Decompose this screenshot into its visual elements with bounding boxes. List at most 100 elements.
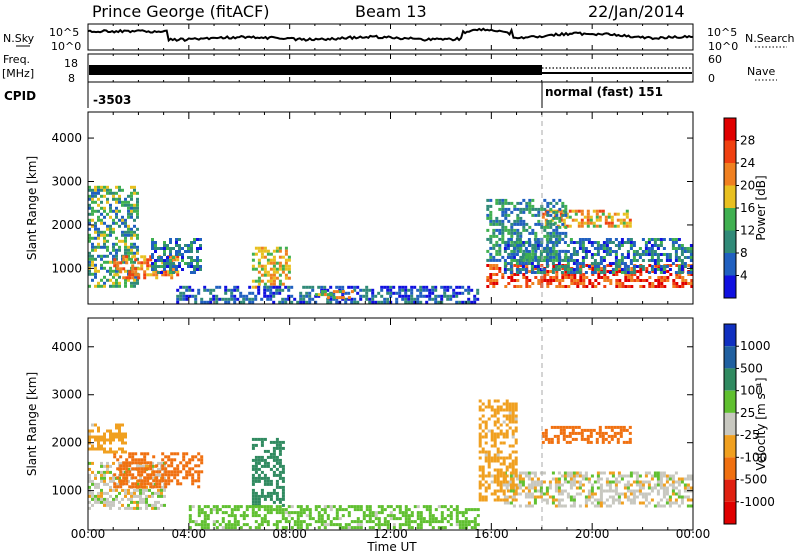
vel-echo-cell — [499, 429, 503, 433]
power-echo-cell — [522, 222, 526, 226]
power-echo-cell — [516, 216, 520, 220]
power-echo-cell — [266, 261, 270, 265]
vel-echo-cell — [496, 453, 500, 457]
vel-echo-cell — [487, 417, 491, 421]
power-echo-cell — [689, 247, 693, 250]
freq-label-1: Freq. — [3, 53, 30, 66]
vel-echo-cell — [109, 438, 112, 442]
power-echo-cell — [302, 285, 306, 289]
vel-echo-cell — [578, 504, 582, 508]
power-echo-cell — [176, 255, 180, 259]
vel-echo-cell — [242, 514, 246, 518]
power-echo-cell — [130, 227, 133, 231]
vel-echo-cell — [112, 500, 115, 504]
vel-echo-cell — [139, 488, 142, 492]
vel-echo-cell — [530, 471, 534, 475]
power-echo-cell — [539, 253, 543, 256]
power-echo-cell — [166, 265, 169, 268]
vel-echo-cell — [254, 491, 258, 495]
vel-echo-cell — [257, 523, 261, 527]
vel-echo-cell — [131, 476, 135, 480]
power-echo-cell — [178, 244, 181, 247]
vel-echo-cell — [508, 408, 512, 412]
power-echo-cell — [281, 255, 285, 259]
power-echo-cell — [157, 259, 160, 262]
vel-echo-cell — [440, 505, 444, 509]
power-echo-cell — [103, 206, 106, 210]
power-echo-cell — [650, 247, 654, 250]
power-echo-cell — [665, 259, 669, 262]
vel-echo-cell — [287, 505, 291, 509]
power-echo-cell — [507, 282, 511, 285]
vel-echo-cell — [662, 486, 666, 490]
vel-echo-cell — [527, 492, 531, 496]
power-echo-cell — [564, 225, 568, 229]
vel-echo-cell — [509, 489, 513, 493]
vel-echo-cell — [133, 506, 136, 510]
power-echo-cell — [573, 276, 577, 279]
power-echo-cell — [617, 259, 621, 262]
power-echo-cell — [574, 218, 578, 222]
power-echo-cell — [91, 242, 94, 246]
power-echo-cell — [656, 268, 660, 271]
power-echo-cell — [455, 294, 459, 298]
power-echo-cell — [555, 225, 559, 229]
vel-echo-cell — [296, 520, 300, 524]
vel-echo-cell — [329, 520, 333, 524]
power-echo-cell — [154, 262, 157, 265]
power-echo-cell — [278, 291, 282, 295]
vel-echo-cell — [170, 452, 174, 456]
power-echo-cell — [537, 210, 541, 214]
power-echo-cell — [118, 224, 121, 228]
vel-echo-cell — [94, 435, 97, 439]
vel-echo-cell — [203, 520, 207, 524]
power-echo-cell — [170, 276, 174, 280]
vel-echo-cell — [473, 520, 477, 524]
vel-echo-cell — [557, 486, 561, 490]
power-echo-cell — [172, 265, 175, 268]
power-echo-cell — [446, 294, 450, 298]
vel-echo-cell — [502, 462, 506, 466]
power-echo-cell — [103, 275, 106, 279]
vel-echo-cell — [524, 471, 528, 475]
power-echo-cell — [681, 285, 685, 288]
power-echo-cell — [647, 259, 651, 262]
vel-echo-cell — [437, 526, 441, 530]
vel-echo-cell — [392, 526, 396, 530]
power-echo-cell — [127, 227, 130, 231]
vel-echo-cell — [203, 523, 207, 527]
power-echo-cell — [431, 285, 435, 289]
power-echo-cell — [521, 262, 525, 265]
vel-echo-cell — [356, 526, 360, 530]
vel-echo-cell — [571, 428, 575, 432]
power-echo-cell — [557, 265, 561, 268]
vel-echo-cell — [269, 494, 273, 498]
power-echo-cell — [136, 203, 139, 207]
vel-echo-cell — [559, 425, 563, 429]
power-echo-cell — [152, 273, 156, 277]
vel-echo-cell — [493, 498, 497, 502]
power-echo-cell — [614, 265, 618, 268]
vel-echo-cell — [194, 470, 198, 474]
power-echo-cell — [193, 268, 196, 271]
vel-echo-cell — [496, 450, 500, 454]
vel-echo-cell — [164, 461, 168, 465]
power-echo-cell — [157, 247, 160, 250]
power-echo-cell — [425, 300, 429, 304]
power-echo-cell — [115, 278, 118, 282]
vel-echo-cell — [275, 440, 279, 444]
power-echo-cell — [513, 228, 517, 232]
vel-echo-cell — [638, 492, 642, 496]
power-echo-cell — [94, 272, 97, 276]
vel-echo-cell — [137, 485, 141, 489]
power-echo-cell — [190, 241, 193, 244]
vel-echo-cell — [323, 523, 327, 527]
vel-echo-cell — [359, 526, 363, 530]
power-echo-cell — [597, 276, 601, 279]
power-echo-cell — [489, 219, 493, 223]
power-echo-cell — [118, 239, 121, 243]
vel-echo-cell — [578, 474, 582, 478]
vel-echo-cell — [542, 480, 546, 484]
vel-echo-cell — [565, 434, 569, 438]
power-echo-cell — [467, 291, 471, 295]
